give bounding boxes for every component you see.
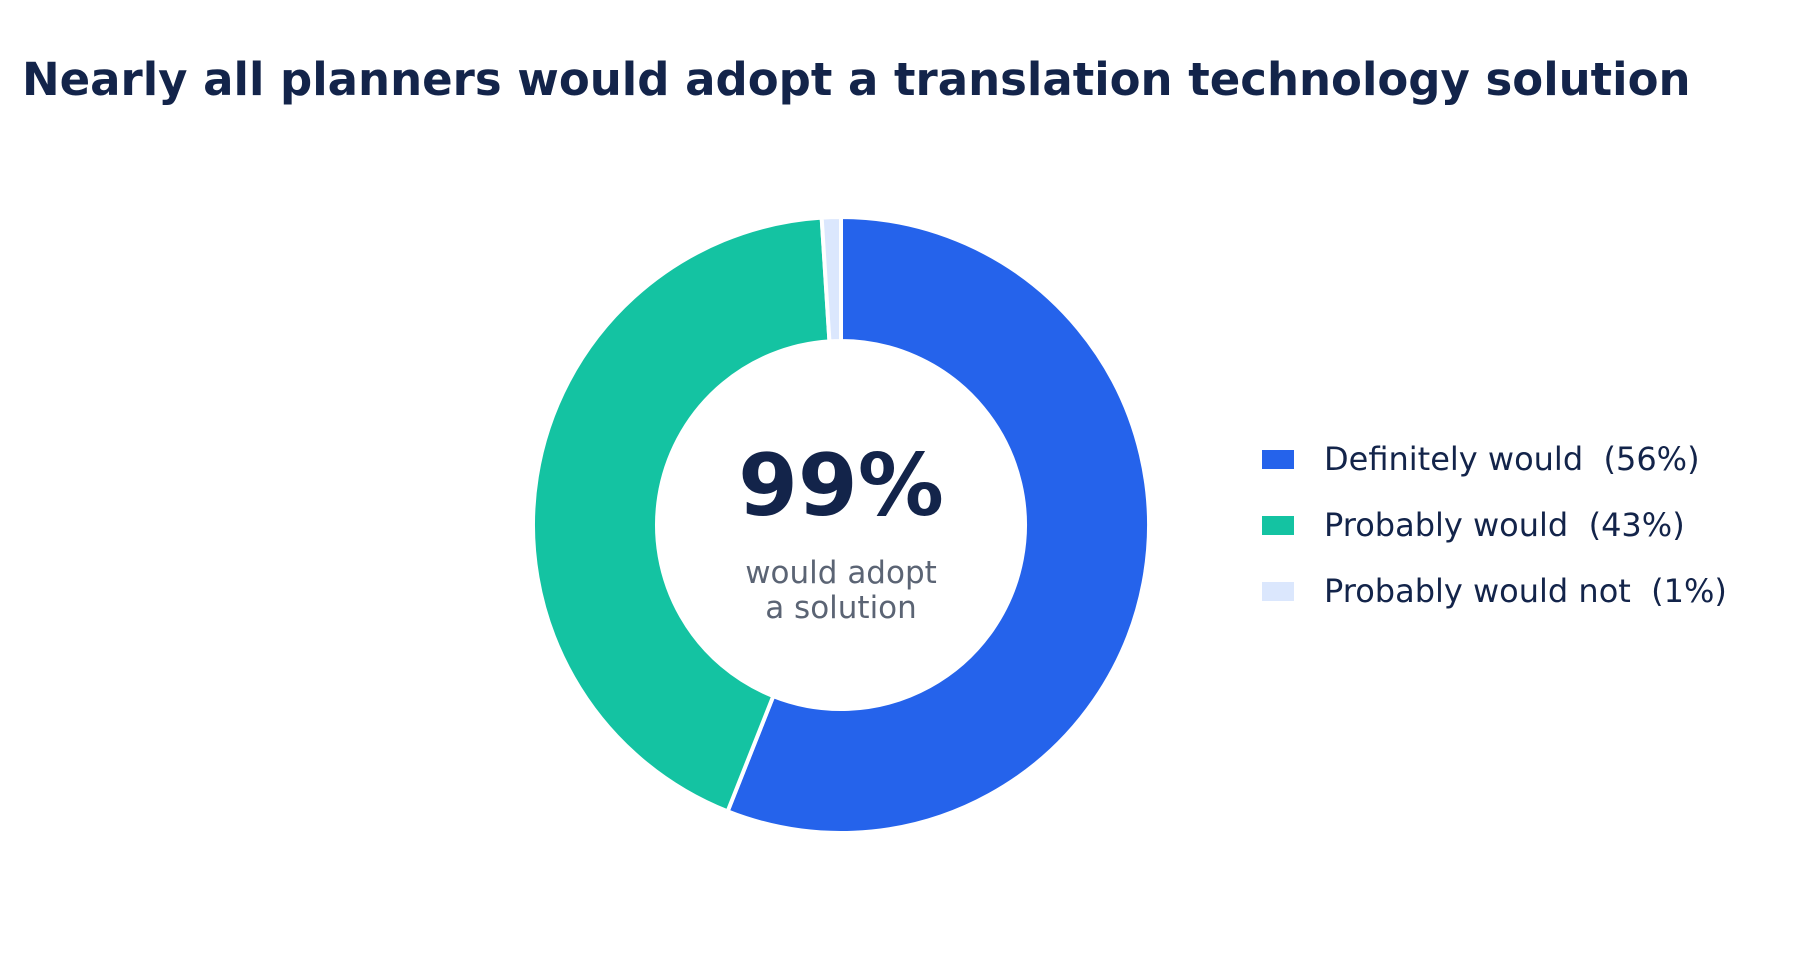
legend-item-definitely-would: Definitely would (56%)	[1262, 426, 1727, 492]
legend-label: Probably would (43%)	[1324, 506, 1685, 544]
legend-swatch-probably-would	[1262, 515, 1294, 535]
legend-label: Definitely would (56%)	[1324, 440, 1700, 478]
chart-title: Nearly all planners would adopt a transl…	[22, 53, 1691, 106]
donut-slice-probably-would-not	[819, 215, 843, 344]
legend-item-probably-would-not: Probably would not (1%)	[1262, 558, 1727, 624]
legend: Definitely would (56%) Probably would (4…	[1262, 426, 1727, 624]
legend-item-probably-would: Probably would (43%)	[1262, 492, 1727, 558]
legend-swatch-probably-would-not	[1262, 581, 1294, 601]
donut-slice-definitely-would	[725, 215, 1151, 835]
donut-slice-probably-would	[531, 215, 832, 814]
legend-label: Probably would not (1%)	[1324, 572, 1727, 610]
legend-swatch-definitely-would	[1262, 449, 1294, 469]
center-percentage: 99%	[738, 436, 944, 536]
center-caption: would adopt a solution	[745, 555, 937, 626]
